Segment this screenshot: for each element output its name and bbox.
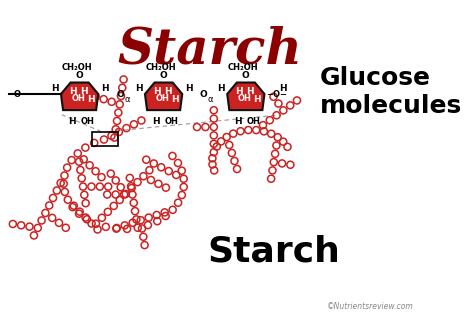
Polygon shape bbox=[145, 82, 182, 110]
Text: H: H bbox=[68, 117, 76, 126]
Text: ©Nutrientsreview.com: ©Nutrientsreview.com bbox=[327, 302, 414, 311]
Text: H: H bbox=[279, 84, 286, 93]
Text: α: α bbox=[208, 95, 213, 104]
Text: H: H bbox=[254, 95, 261, 104]
Text: CH₂OH: CH₂OH bbox=[61, 63, 92, 72]
Text: H: H bbox=[52, 84, 59, 93]
Text: OH: OH bbox=[164, 117, 178, 126]
Polygon shape bbox=[61, 82, 98, 110]
Text: O: O bbox=[117, 89, 124, 98]
Bar bbox=[91, 132, 118, 146]
Text: H: H bbox=[152, 117, 160, 126]
Text: H: H bbox=[236, 87, 243, 96]
Text: H: H bbox=[80, 87, 88, 96]
Text: OH: OH bbox=[71, 94, 85, 103]
Text: H: H bbox=[101, 84, 109, 93]
Text: O: O bbox=[76, 71, 83, 80]
Text: H: H bbox=[217, 84, 225, 93]
Text: Glucose
molecules: Glucose molecules bbox=[320, 66, 462, 118]
Text: CH₂OH: CH₂OH bbox=[146, 63, 176, 72]
Text: OH: OH bbox=[237, 94, 251, 103]
Text: −O−: −O− bbox=[7, 89, 28, 98]
Text: O: O bbox=[242, 71, 250, 80]
Text: H: H bbox=[135, 84, 142, 93]
Text: OH: OH bbox=[80, 117, 94, 126]
Text: Starch: Starch bbox=[117, 25, 302, 75]
Text: H: H bbox=[235, 117, 242, 126]
Text: H: H bbox=[164, 87, 172, 96]
Text: H: H bbox=[87, 95, 95, 104]
Text: H: H bbox=[69, 87, 77, 96]
Text: H: H bbox=[171, 95, 179, 104]
Text: H: H bbox=[246, 87, 254, 96]
Text: H: H bbox=[153, 87, 161, 96]
Text: O: O bbox=[160, 71, 167, 80]
Text: α: α bbox=[125, 95, 130, 104]
Text: −O−: −O− bbox=[266, 89, 287, 98]
Text: Starch: Starch bbox=[208, 235, 341, 269]
Text: O: O bbox=[200, 89, 208, 98]
Text: OH: OH bbox=[246, 117, 260, 126]
Polygon shape bbox=[227, 82, 264, 110]
Text: CH₂OH: CH₂OH bbox=[228, 63, 258, 72]
Text: OH: OH bbox=[155, 94, 169, 103]
Text: H: H bbox=[185, 84, 192, 93]
